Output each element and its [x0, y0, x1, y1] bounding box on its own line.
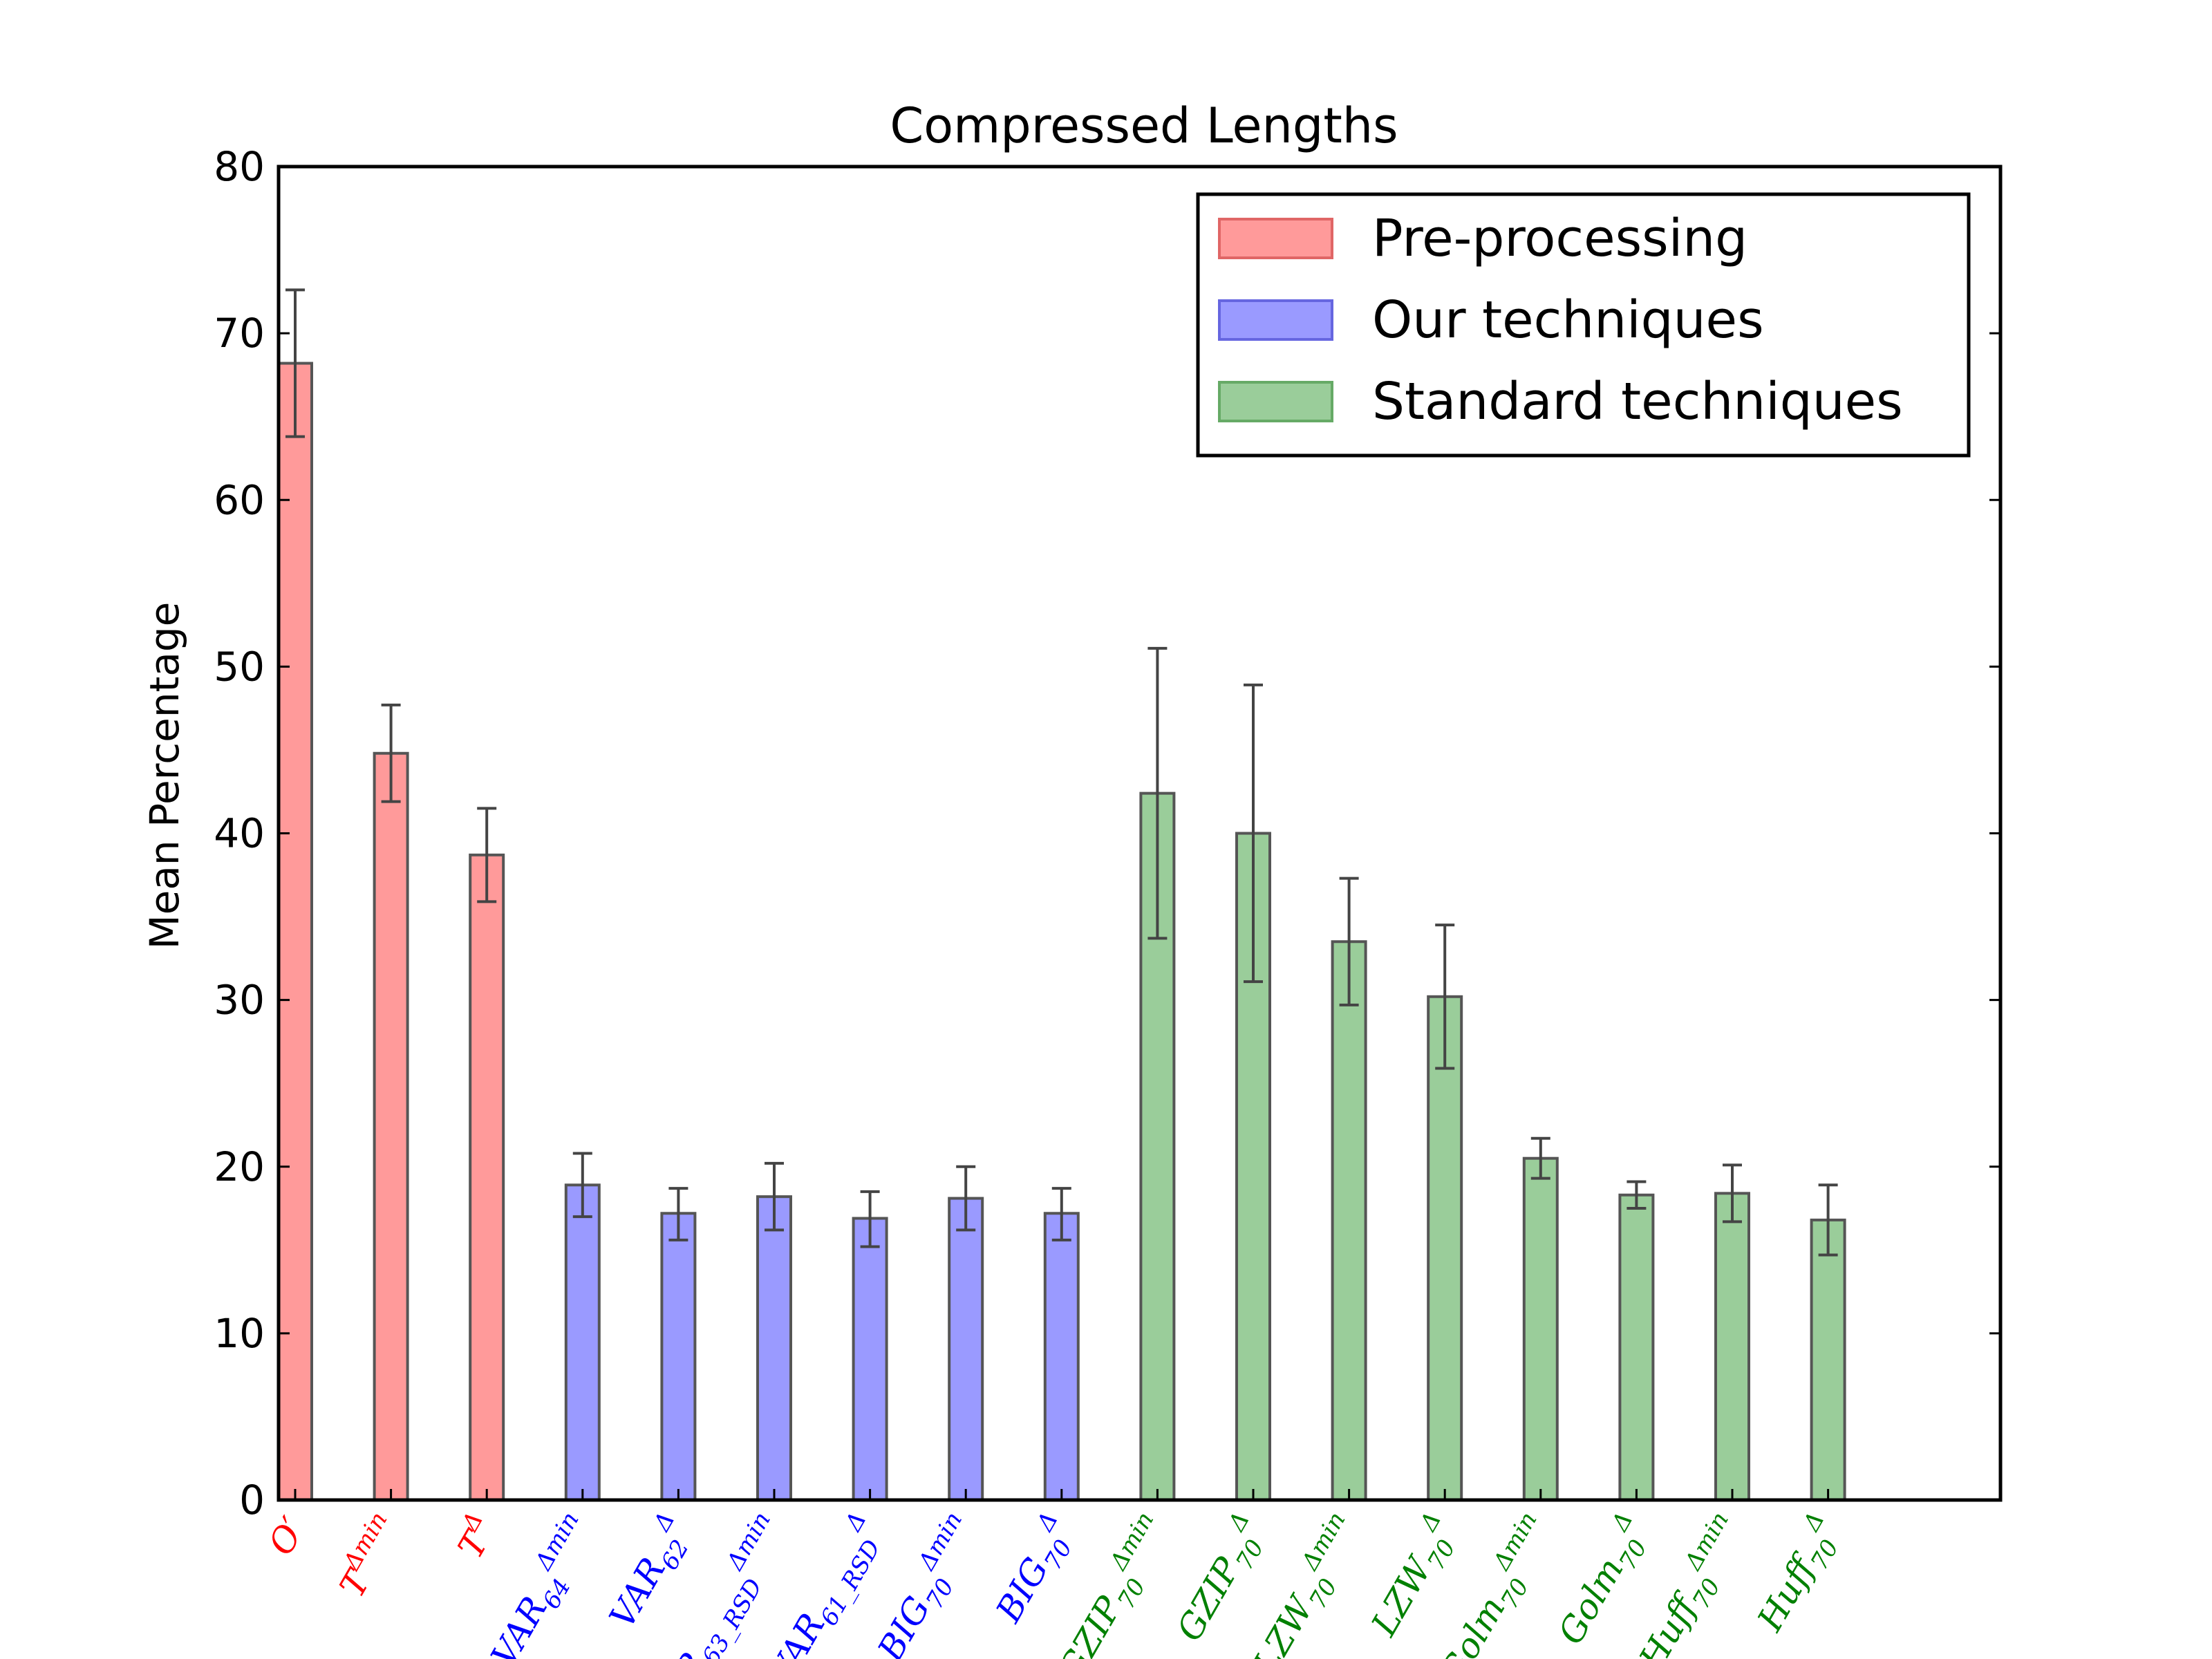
- y-tick-label-8: 80: [214, 143, 265, 190]
- bar-11: [1331, 940, 1367, 1501]
- bar-2: [469, 853, 505, 1501]
- bar-7: [948, 1197, 984, 1501]
- bar-5: [756, 1195, 792, 1501]
- bars-layer: [277, 362, 1846, 1502]
- bar-4: [660, 1212, 697, 1501]
- legend-label-ours: Our techniques: [1372, 290, 1764, 350]
- y-tick-label-5: 50: [214, 643, 265, 690]
- y-tick-label-3: 30: [214, 977, 265, 1024]
- y-tick-label-6: 60: [214, 476, 265, 523]
- legend-label-std: Standard techniques: [1372, 372, 1903, 431]
- legend-swatch-pre: [1218, 218, 1333, 259]
- bar-15: [1714, 1192, 1750, 1501]
- y-axis-ticks: 0 10 20 30 40 50 60 70 80: [214, 143, 2000, 1524]
- y-tick-label-0: 0: [239, 1477, 265, 1524]
- error-bars-layer: [285, 288, 1838, 1257]
- plot-frame: [276, 165, 2003, 1502]
- legend-swatch-std: [1218, 381, 1333, 422]
- y-tick-label-1: 10: [214, 1310, 265, 1357]
- bar-8: [1043, 1212, 1080, 1501]
- bar-16: [1810, 1218, 1846, 1502]
- bar-12: [1427, 995, 1463, 1501]
- bar-1: [373, 751, 409, 1501]
- chart-title: Compressed Lengths: [890, 97, 1398, 154]
- legend-swatch-ours: [1218, 299, 1333, 341]
- bar-6: [852, 1217, 888, 1502]
- bar-3: [564, 1183, 601, 1502]
- bar-13: [1522, 1156, 1559, 1501]
- legend: Pre-processing Our techniques Standard tec…: [1196, 192, 1971, 458]
- bar-0: [277, 362, 313, 1502]
- legend-label-pre: Pre-processing: [1372, 209, 1747, 268]
- y-tick-label-7: 70: [214, 310, 265, 357]
- bar-14: [1618, 1193, 1655, 1501]
- y-axis-label: Mean Percentage: [141, 602, 188, 950]
- y-tick-label-4: 40: [214, 810, 265, 857]
- y-tick-label-2: 20: [214, 1143, 265, 1190]
